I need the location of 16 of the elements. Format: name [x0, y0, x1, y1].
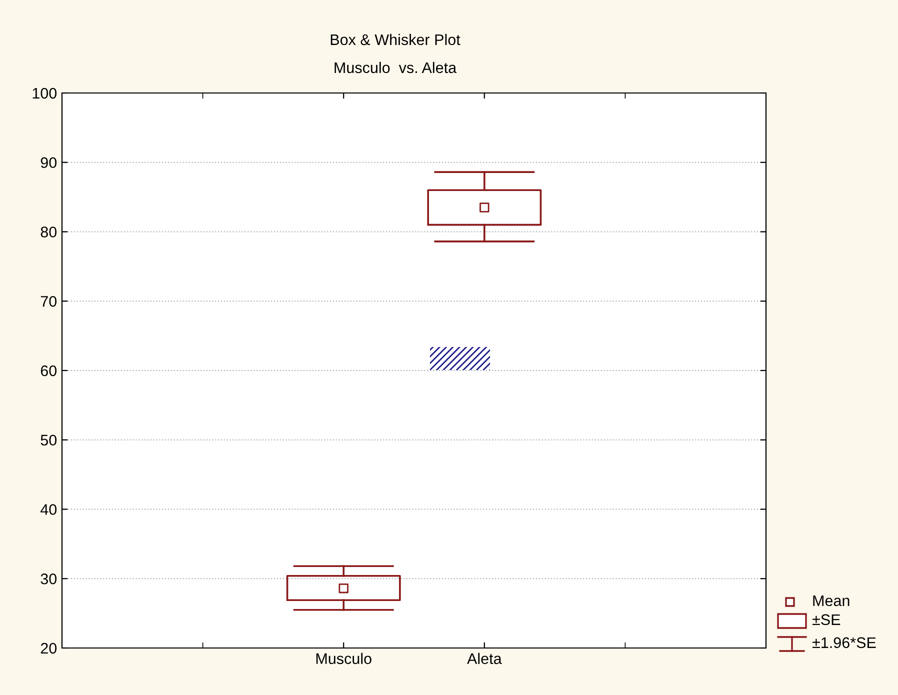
y-tick-label: 60 — [40, 365, 57, 376]
y-tick-label: 30 — [40, 573, 57, 584]
y-tick-label: 70 — [40, 296, 57, 307]
chart-subtitle: Musculo vs. Aleta — [334, 62, 457, 74]
text: ±SE — [812, 614, 840, 626]
text: Mean — [813, 595, 850, 606]
y-tick-label: 100 — [32, 88, 57, 99]
x-tick-label: Musculo — [316, 652, 372, 664]
x-tick-label: Aleta — [467, 652, 502, 664]
text: ±1.96*SE — [812, 637, 876, 648]
y-tick-label: 40 — [40, 504, 57, 515]
y-tick-label: 20 — [40, 642, 57, 654]
y-tick-label: 90 — [40, 157, 57, 168]
y-tick-label: 80 — [40, 226, 57, 238]
y-tick-label: 50 — [40, 434, 57, 446]
chart-title: Box & Whisker Plot — [330, 34, 460, 46]
